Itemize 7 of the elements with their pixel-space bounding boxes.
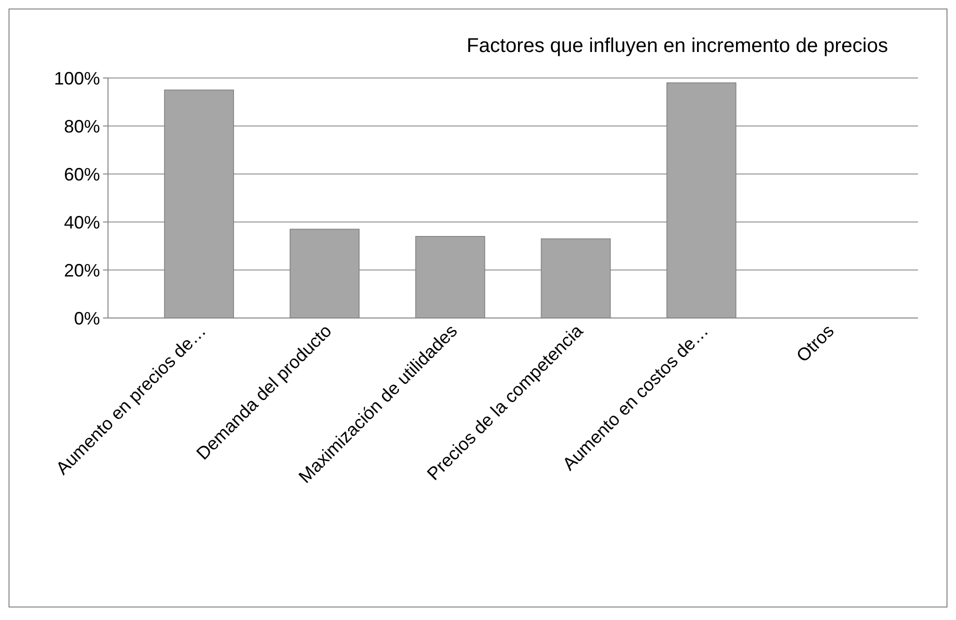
y-tick-label: 80%	[64, 116, 100, 136]
chart-title: Factores que influyen en incremento de precios	[466, 35, 888, 57]
y-tick-label: 20%	[64, 260, 100, 280]
y-tick-label: 60%	[64, 164, 100, 184]
y-tick-label: 40%	[64, 212, 100, 232]
y-tick-label: 0%	[74, 308, 100, 328]
y-tick-label: 100%	[54, 68, 100, 88]
